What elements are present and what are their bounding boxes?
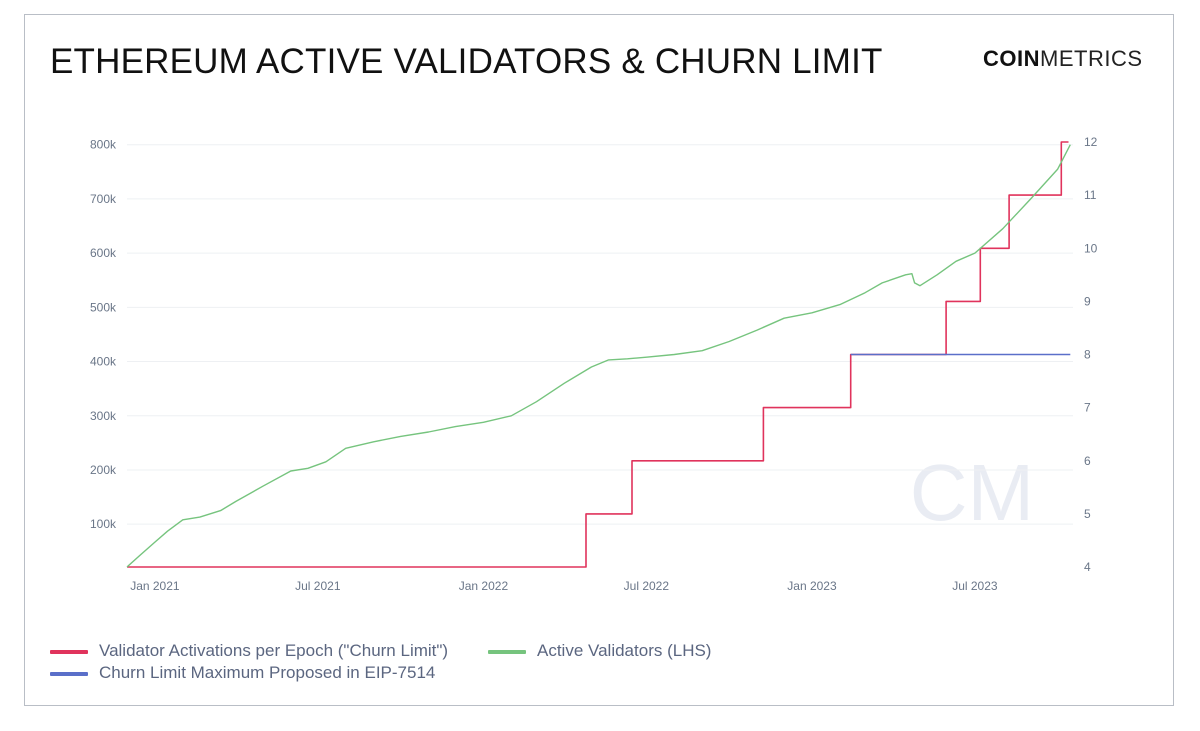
y-left-tick-label: 800k — [90, 138, 117, 152]
y-left-tick-label: 100k — [90, 517, 117, 531]
y-right-tick-label: 4 — [1084, 560, 1091, 574]
series-line-active-validators-lhs — [126, 144, 1071, 568]
legend-label-active: Active Validators (LHS) — [537, 641, 712, 660]
y-right-tick-label: 9 — [1084, 294, 1091, 308]
y-right-tick-label: 8 — [1084, 348, 1091, 362]
x-axis: Jan 2021 Jul 2021 Jan 2022 Jul 2022 Jan 2023… — [130, 579, 998, 593]
logo-light-text: METRICS — [1040, 46, 1143, 71]
chart-title: ETHEREUM ACTIVE VALIDATORS & CHURN LIMIT — [50, 42, 883, 81]
legend-swatch-active — [488, 649, 526, 654]
x-tick-label: Jan 2022 — [459, 579, 509, 593]
y-right-tick-label: 11 — [1084, 188, 1097, 202]
y-left-tick-label: 500k — [90, 300, 117, 314]
legend-item-churn[interactable]: Validator Activations per Epoch ("Churn … — [50, 640, 448, 662]
y-left-tick-label: 400k — [90, 355, 117, 369]
legend-item-eip[interactable]: Churn Limit Maximum Proposed in EIP-7514 — [50, 662, 435, 684]
series-group — [126, 141, 1071, 568]
y-right-tick-label: 12 — [1084, 135, 1098, 149]
x-tick-label: Jul 2023 — [952, 579, 998, 593]
y-axis-right: 4 5 6 7 8 9 10 11 12 — [1084, 135, 1098, 574]
x-tick-label: Jan 2023 — [787, 579, 837, 593]
logo-bold-text: COIN — [983, 46, 1040, 71]
legend-swatch-churn — [50, 649, 88, 654]
legend-swatch-eip — [50, 671, 88, 676]
y-left-tick-label: 700k — [90, 192, 117, 206]
legend-label-eip: Churn Limit Maximum Proposed in EIP-7514 — [99, 663, 436, 682]
y-right-tick-label: 7 — [1084, 401, 1091, 415]
coinmetrics-logo: COINMETRICS — [983, 44, 1143, 74]
grid-lines — [127, 144, 1073, 525]
y-right-tick-label: 10 — [1084, 241, 1098, 255]
cm-watermark: CM — [910, 448, 1034, 537]
legend-label-churn: Validator Activations per Epoch ("Churn … — [99, 641, 449, 660]
y-axis-left: 100k 200k 300k 400k 500k 600k 700k 800k — [90, 138, 117, 531]
x-tick-label: Jul 2021 — [295, 579, 341, 593]
y-left-tick-label: 600k — [90, 246, 117, 260]
legend-item-active[interactable]: Active Validators (LHS) — [488, 640, 711, 662]
x-tick-label: Jul 2022 — [624, 579, 670, 593]
y-right-tick-label: 5 — [1084, 507, 1091, 521]
chart-frame — [24, 14, 1174, 706]
x-tick-label: Jan 2021 — [130, 579, 180, 593]
y-left-tick-label: 200k — [90, 463, 117, 477]
y-right-tick-label: 6 — [1084, 454, 1091, 468]
y-left-tick-label: 300k — [90, 409, 117, 423]
